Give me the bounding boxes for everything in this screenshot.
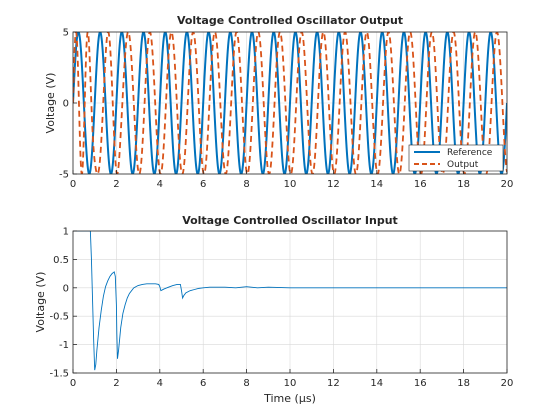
input-plot-ytick-label: 1	[63, 227, 69, 238]
input-plot-xtick-label: 6	[200, 378, 206, 389]
output-plot: Voltage Controlled Oscillator Output 0 2 4…	[44, 14, 513, 190]
input-plot-ticks: 0 2 4 6 8 10 12 14 16 18 20 -1.5 -1 -0.5 0 0.5 1	[49, 227, 513, 390]
output-plot-xtick-label: 18	[457, 179, 470, 190]
input-plot-xtick-label: 20	[501, 378, 514, 389]
output-plot-xtick-label: 6	[200, 179, 206, 190]
output-plot-xtick-label: 0	[70, 179, 76, 190]
input-plot-ytick-label: -1	[59, 340, 69, 351]
output-plot-ytick-label: 0	[63, 99, 69, 110]
input-plot-ytick-label: 0.5	[53, 255, 69, 266]
input-plot-xtick-label: 2	[113, 378, 119, 389]
input-plot-lines	[73, 231, 507, 371]
legend-label-output: Output	[447, 160, 479, 170]
input-plot-xlabel: Time (μs)	[263, 392, 316, 405]
input-plot-xtick-label: 12	[327, 378, 340, 389]
output-plot-ylabel: Voltage (V)	[44, 73, 57, 134]
output-plot-xtick-label: 2	[113, 179, 119, 190]
output-plot-title: Voltage Controlled Oscillator Output	[177, 14, 403, 27]
input-plot-ytick-label: -0.5	[49, 312, 69, 323]
input-plot-xtick-label: 8	[243, 378, 249, 389]
input-plot-xtick-label: 16	[414, 378, 427, 389]
input-plot-title: Voltage Controlled Oscillator Input	[182, 214, 398, 227]
output-plot-ytick-label: 5	[63, 28, 69, 39]
input-plot-ytick-label: -1.5	[49, 369, 69, 380]
input-plot-xtick-label: 0	[70, 378, 76, 389]
input-plot-xtick-label: 14	[370, 378, 383, 389]
output-plot-ticks: 0 2 4 6 8 10 12 14 16 18 20-505	[59, 28, 513, 191]
input-plot-xtick-label: 18	[457, 378, 470, 389]
output-plot-ytick-label: -5	[59, 170, 69, 181]
input-plot-ytick-label: 0	[63, 283, 69, 294]
legend: Reference Output	[408, 144, 504, 172]
output-plot-xtick-label: 16	[414, 179, 427, 190]
input-plot: Voltage Controlled Oscillator Input 0 2 4 6…	[34, 214, 513, 405]
input-plot-xtick-label: 4	[157, 378, 163, 389]
output-plot-xtick-label: 20	[501, 179, 514, 190]
output-plot-xtick-label: 8	[243, 179, 249, 190]
input-series-line	[73, 231, 507, 371]
output-plot-xtick-label: 10	[284, 179, 297, 190]
input-plot-xtick-label: 10	[284, 378, 297, 389]
input-plot-grid	[72, 230, 508, 374]
legend-label-reference: Reference	[447, 148, 493, 158]
output-plot-xtick-label: 14	[370, 179, 383, 190]
output-plot-xtick-label: 12	[327, 179, 340, 190]
input-plot-ylabel: Voltage (V)	[34, 272, 47, 333]
legend-box	[408, 144, 504, 172]
output-plot-xtick-label: 4	[157, 179, 163, 190]
